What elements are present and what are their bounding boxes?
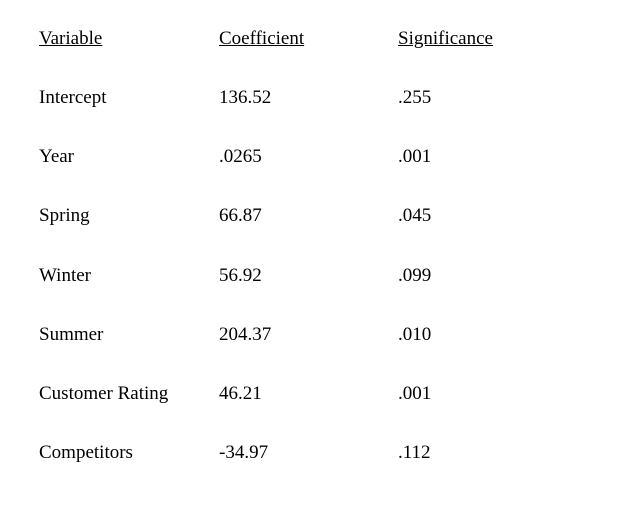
table-cell: 204.37 (219, 323, 272, 345)
table-cell: Competitors (39, 442, 133, 464)
table-cell: Customer Rating (39, 383, 169, 404)
table-cell: -34.97 (219, 442, 269, 464)
table-cell: .255 (398, 87, 432, 108)
table-cell: .045 (398, 205, 432, 227)
column-header: Significance (398, 28, 493, 49)
table-cell: 66.87 (219, 205, 262, 227)
table-cell: Winter (39, 264, 91, 286)
table-cell: Summer (39, 323, 104, 345)
table-cell: 46.21 (219, 383, 262, 404)
table-cell: Year (39, 146, 75, 168)
table-cell: .001 (398, 146, 432, 168)
table-cell: .001 (398, 383, 432, 404)
column-header: Variable (39, 28, 103, 49)
table-cell: Spring (39, 205, 90, 227)
table-cell: 136.52 (219, 87, 272, 108)
table-cell: .112 (398, 442, 431, 464)
table-cell: Intercept (39, 87, 107, 108)
column-header: Coefficient (219, 28, 305, 49)
table-cell: .010 (398, 323, 432, 345)
table-cell: .099 (398, 264, 432, 286)
table-cell: 56.92 (219, 264, 262, 286)
table-cell: .0265 (219, 146, 262, 168)
